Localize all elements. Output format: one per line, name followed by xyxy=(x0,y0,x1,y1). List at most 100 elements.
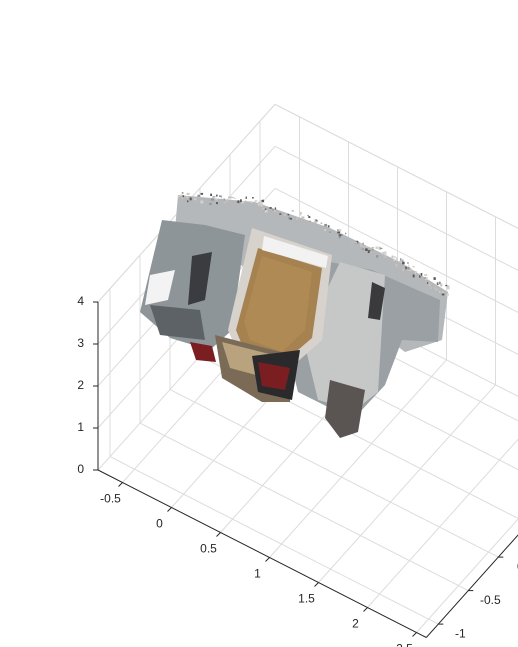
cloud-point xyxy=(261,199,264,203)
cloud-point xyxy=(228,196,231,199)
cloud-point xyxy=(384,254,387,256)
cloud-point xyxy=(177,195,180,198)
cloud-point xyxy=(258,201,261,205)
cloud-point xyxy=(445,284,448,287)
axes xyxy=(93,301,518,638)
x-tick-label: 1 xyxy=(254,567,261,581)
x-tick-label: 2 xyxy=(352,617,359,631)
cloud-point xyxy=(436,282,439,285)
cloud-point xyxy=(405,266,407,270)
cloud-point xyxy=(419,275,421,278)
cloud-point xyxy=(345,232,347,235)
cloud-point xyxy=(365,248,368,251)
cloud-point xyxy=(402,259,404,262)
cloud-point xyxy=(408,264,410,267)
cloud-point xyxy=(378,246,382,250)
cloud-point xyxy=(381,252,384,255)
grid-line xyxy=(318,384,496,583)
cloud-point xyxy=(231,196,234,199)
cloud-point xyxy=(338,235,341,239)
grid-line xyxy=(274,145,518,271)
cloud-point xyxy=(210,193,212,196)
grid-line xyxy=(109,456,439,625)
cloud-point xyxy=(264,209,268,213)
cloud-point xyxy=(241,201,245,204)
cloud-point xyxy=(287,213,290,216)
cloud-point xyxy=(440,283,443,287)
red-accent-right xyxy=(258,362,290,390)
x-tick-label: 0.5 xyxy=(200,542,217,556)
z-tick-label: 4 xyxy=(77,294,84,308)
cloud-point xyxy=(396,257,398,260)
cloud-point xyxy=(216,194,218,197)
cloud-point xyxy=(283,214,287,217)
cloud-point xyxy=(402,261,405,265)
cloud-point xyxy=(300,213,302,216)
cloud-point xyxy=(274,209,277,213)
grid-line xyxy=(274,187,518,313)
cloud-point xyxy=(197,194,201,197)
cloud-point xyxy=(367,250,370,254)
cloud-point xyxy=(420,273,423,276)
y-tick-label: -0.5 xyxy=(480,593,501,607)
x-tick-mark xyxy=(412,632,417,637)
cloud-point xyxy=(363,245,365,249)
cloud-point xyxy=(274,207,277,211)
cloud-point xyxy=(258,203,260,205)
lower-right-shadow xyxy=(325,380,365,438)
cloud-point xyxy=(240,199,242,203)
cloud-point xyxy=(338,234,341,237)
left-lower-patch xyxy=(150,305,205,340)
door-inner xyxy=(244,256,312,352)
cloud-point xyxy=(383,251,387,254)
cloud-point xyxy=(338,229,342,232)
cloud-point xyxy=(250,201,253,203)
cloud-point xyxy=(234,197,236,199)
cloud-point xyxy=(430,286,432,290)
cloud-point xyxy=(351,241,353,243)
cloud-point xyxy=(211,198,214,201)
cloud-point xyxy=(314,219,318,221)
cloud-point xyxy=(288,216,290,220)
cloud-point xyxy=(400,258,402,261)
x-tick-label: -0.5 xyxy=(100,492,121,506)
grid-line xyxy=(416,518,518,633)
cloud-point xyxy=(261,203,263,206)
cloud-point xyxy=(327,225,330,228)
x-tick-label: 1.5 xyxy=(298,592,315,606)
cloud-point xyxy=(383,256,387,258)
cloud-point xyxy=(279,213,282,215)
cloud-point xyxy=(361,248,365,250)
cloud-point xyxy=(441,291,444,293)
cloud-point xyxy=(221,195,223,199)
cloud-point xyxy=(308,216,311,218)
cloud-point xyxy=(415,272,416,275)
cloud-point xyxy=(412,265,415,268)
cloud-point xyxy=(393,258,396,262)
grid-line xyxy=(139,422,469,592)
cloud-point xyxy=(223,198,225,201)
cloud-point xyxy=(391,255,394,258)
cloud-point xyxy=(376,255,379,258)
x-tick-mark xyxy=(216,532,221,537)
cloud-point xyxy=(434,286,436,289)
cloud-point xyxy=(419,273,421,276)
cloud-point xyxy=(262,207,265,211)
z-tick-label: 2 xyxy=(77,378,84,392)
cloud-point xyxy=(189,197,192,201)
cloud-point xyxy=(399,260,403,263)
x-tick-mark xyxy=(167,507,172,512)
cloud-point xyxy=(315,220,318,222)
cloud-point xyxy=(182,195,184,198)
cloud-point xyxy=(213,196,216,198)
y-tick-label: 0 xyxy=(517,559,518,573)
cloud-point xyxy=(329,231,331,233)
cloud-point xyxy=(301,216,305,219)
cloud-point xyxy=(409,269,413,272)
cloud-point xyxy=(226,199,228,202)
cloud-point xyxy=(300,212,302,215)
cloud-point xyxy=(446,286,450,290)
cloud-point xyxy=(428,283,431,287)
